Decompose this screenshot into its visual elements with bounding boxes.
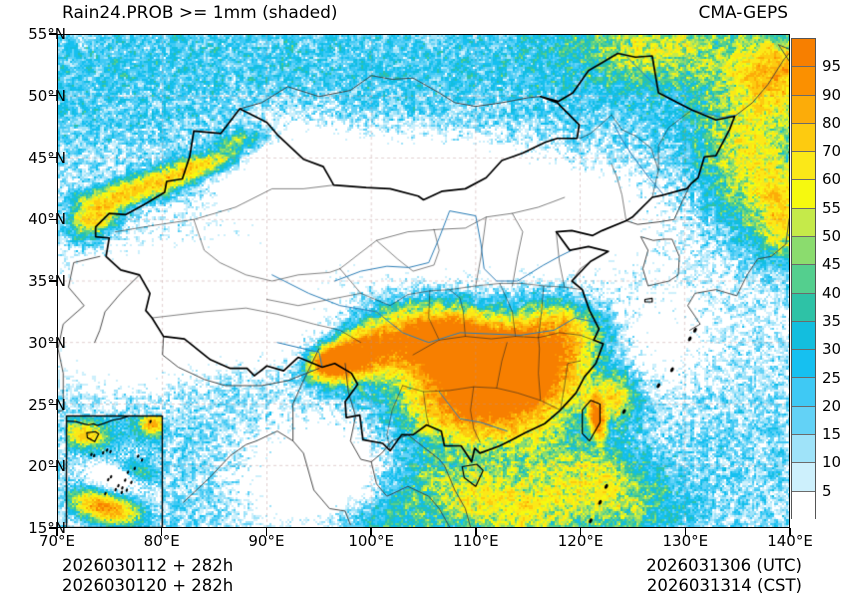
colorbar-tick-label: 15 [822, 425, 842, 444]
colorbar-band [792, 123, 815, 153]
map-plot-area [57, 34, 790, 528]
longitude-tick-mark [789, 528, 791, 536]
footer-init-cst: 2026030120 + 282h [62, 576, 234, 595]
colorbar-band [792, 491, 815, 520]
longitude-tick-label: 110°E [453, 532, 499, 550]
latitude-tick-mark [49, 33, 57, 35]
colorbar-tick-label: 30 [822, 340, 842, 359]
colorbar-tick-label: 25 [822, 368, 842, 387]
colorbar-band [792, 208, 815, 237]
colorbar-tick-label: 45 [822, 255, 842, 274]
colorbar-band [792, 265, 815, 294]
colorbar-tick-label: 70 [822, 142, 842, 161]
latitude-tick-mark [49, 342, 57, 344]
colorbar-band [792, 406, 815, 435]
colorbar-band [792, 152, 815, 181]
colorbar-band [792, 180, 815, 209]
colorbar-tick-label: 60 [822, 170, 842, 189]
longitude-tick-label: 80°E [143, 532, 180, 550]
longitude-tick-label: 130°E [662, 532, 709, 550]
latitude-tick-mark [49, 403, 57, 406]
latitude-tick-label: 35°N [28, 272, 66, 290]
latitude-tick-mark [49, 465, 57, 467]
colorbar-band [792, 434, 815, 464]
longitude-tick-mark [161, 528, 163, 536]
colorbar-tick-label: 55 [822, 198, 842, 217]
colorbar-band [792, 95, 815, 124]
colorbar-band [792, 39, 815, 68]
longitude-tick-label: 120°E [557, 532, 604, 550]
colorbar [791, 38, 816, 520]
model-label: CMA-GEPS [698, 3, 788, 23]
longitude-tick-mark [56, 528, 58, 536]
page-title: Rain24.PROB >= 1mm (shaded) [62, 3, 338, 23]
colorbar-tick-label: 20 [822, 396, 842, 415]
colorbar-tick-label: 80 [822, 113, 842, 132]
footer-valid-cst: 2026031314 (CST) [646, 576, 802, 595]
colorbar-tick-label: 40 [822, 283, 842, 302]
latitude-tick-label: 40°N [28, 210, 66, 229]
longitude-tick-label: 90°E [248, 532, 285, 550]
precipitation-probability-field [58, 35, 789, 527]
colorbar-tick-label: 90 [822, 85, 842, 104]
longitude-tick-label: 70°E [38, 532, 76, 550]
longitude-tick-label: 100°E [348, 532, 394, 550]
latitude-tick-label: 30°N [28, 333, 66, 352]
footer-init-utc: 2026030112 + 282h [62, 556, 234, 575]
longitude-tick-mark [684, 528, 686, 536]
latitude-tick-label: 50°N [28, 86, 66, 105]
latitude-tick-label: 55°N [28, 25, 66, 43]
longitude-tick-mark [265, 528, 268, 536]
latitude-tick-mark [49, 95, 57, 97]
colorbar-band [792, 463, 815, 492]
latitude-tick-mark [49, 156, 57, 159]
colorbar-band [792, 321, 815, 351]
footer-valid-utc: 2026031306 (UTC) [646, 556, 802, 575]
latitude-tick-mark [49, 527, 57, 529]
colorbar-band [792, 378, 815, 407]
latitude-tick-label: 20°N [28, 457, 66, 476]
latitude-tick-label: 45°N [28, 148, 66, 167]
latitude-tick-mark [49, 218, 57, 220]
colorbar-band [792, 67, 815, 96]
longitude-tick-mark [475, 528, 477, 536]
longitude-tick-mark [579, 528, 582, 536]
longitude-tick-mark [370, 528, 372, 536]
colorbar-band [792, 350, 815, 379]
colorbar-band [792, 236, 815, 266]
longitude-tick-label: 140°E [767, 532, 813, 550]
colorbar-tick-label: 5 [822, 481, 832, 500]
latitude-tick-mark [49, 280, 57, 282]
colorbar-tick-label: 35 [822, 311, 842, 330]
latitude-tick-label: 25°N [28, 395, 66, 414]
colorbar-tick-label: 95 [822, 57, 842, 76]
colorbar-band [792, 293, 815, 322]
colorbar-tick-label: 10 [822, 453, 842, 472]
colorbar-tick-label: 50 [822, 227, 842, 246]
